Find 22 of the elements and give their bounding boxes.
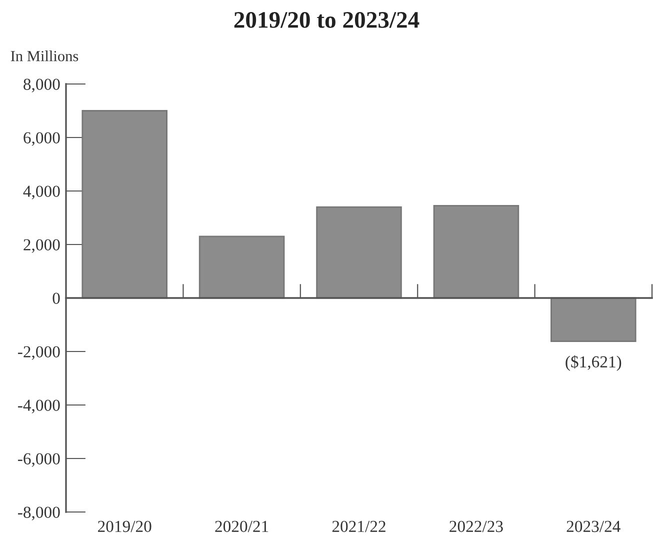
y-tick-label: -2,000 xyxy=(18,346,60,360)
bar xyxy=(433,205,520,299)
y-tick-label: 8,000 xyxy=(24,78,60,92)
bar xyxy=(198,236,285,299)
bar xyxy=(550,297,636,342)
y-tick-label: 6,000 xyxy=(24,132,60,146)
bar xyxy=(82,110,168,299)
y-tick-label: 4,000 xyxy=(23,186,60,200)
bar xyxy=(316,206,402,299)
x-tick-label: 2023/24 xyxy=(566,520,620,532)
y-tick-label: 2,000 xyxy=(24,239,60,253)
x-tick-label: 2021/22 xyxy=(332,520,386,532)
data-label: ($1,621) xyxy=(566,355,622,371)
x-tick-label: 2019/20 xyxy=(98,520,152,532)
y-tick-label: 0 xyxy=(52,292,60,304)
x-tick-label: 2020/21 xyxy=(215,520,268,532)
y-tick-label: -4,000 xyxy=(18,400,60,414)
chart-title: 2019/20 to 2023/24 xyxy=(234,12,420,28)
y-axis-title: In Millions xyxy=(10,50,78,62)
y-tick-label: -8,000 xyxy=(18,506,60,520)
y-tick-label: -6,000 xyxy=(18,453,60,467)
x-tick-label: 2022/23 xyxy=(450,520,503,532)
